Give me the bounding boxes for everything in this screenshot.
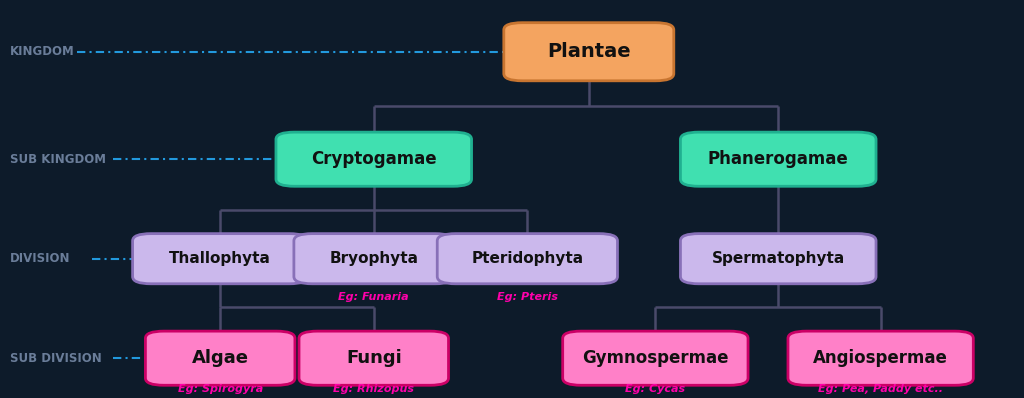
Text: Eg: Pteris: Eg: Pteris (497, 292, 558, 302)
Text: Thallophyta: Thallophyta (169, 251, 271, 266)
Text: Algae: Algae (191, 349, 249, 367)
Text: KINGDOM: KINGDOM (10, 45, 75, 58)
Text: Gymnospermae: Gymnospermae (582, 349, 729, 367)
Text: Spermatophyta: Spermatophyta (712, 251, 845, 266)
FancyBboxPatch shape (680, 234, 876, 284)
FancyBboxPatch shape (504, 23, 674, 81)
Text: Angiospermae: Angiospermae (813, 349, 948, 367)
Text: Eg: Funaria: Eg: Funaria (339, 292, 409, 302)
Text: Fungi: Fungi (346, 349, 401, 367)
Text: SUB DIVISION: SUB DIVISION (10, 352, 102, 365)
Text: Eg: Pea, Paddy etc..: Eg: Pea, Paddy etc.. (818, 384, 943, 394)
Text: Eg: Spirogyra: Eg: Spirogyra (177, 384, 263, 394)
Text: Plantae: Plantae (547, 42, 631, 61)
FancyBboxPatch shape (133, 234, 307, 284)
FancyBboxPatch shape (145, 331, 295, 385)
FancyBboxPatch shape (275, 132, 471, 186)
Text: Cryptogamae: Cryptogamae (311, 150, 436, 168)
FancyBboxPatch shape (788, 331, 973, 385)
FancyBboxPatch shape (680, 132, 876, 186)
Text: Eg: Cycas: Eg: Cycas (626, 384, 685, 394)
FancyBboxPatch shape (437, 234, 617, 284)
Text: SUB KINGDOM: SUB KINGDOM (10, 153, 106, 166)
FancyBboxPatch shape (294, 234, 454, 284)
Text: Bryophyta: Bryophyta (330, 251, 418, 266)
Text: Pteridophyta: Pteridophyta (471, 251, 584, 266)
FancyBboxPatch shape (563, 331, 748, 385)
Text: Eg: Rhizopus: Eg: Rhizopus (333, 384, 415, 394)
FancyBboxPatch shape (299, 331, 449, 385)
Text: Phanerogamae: Phanerogamae (708, 150, 849, 168)
Text: DIVISION: DIVISION (10, 252, 71, 265)
